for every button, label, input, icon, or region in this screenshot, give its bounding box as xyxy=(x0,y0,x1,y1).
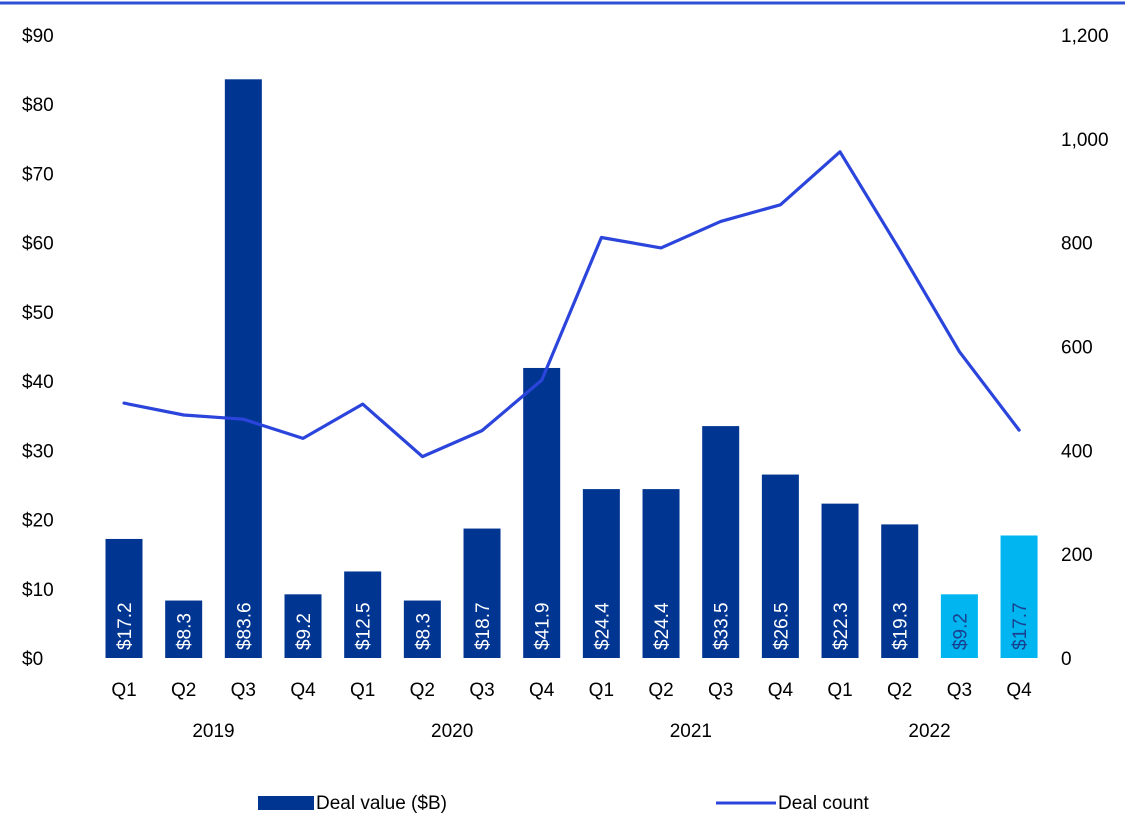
left-tick-label: $40 xyxy=(22,372,54,393)
category-label: Q3 xyxy=(231,680,256,701)
bar-data-label: $24.4 xyxy=(652,602,673,650)
bar-data-label: $8.3 xyxy=(413,613,434,650)
right-tick-label: 600 xyxy=(1061,338,1093,359)
left-tick-label: $20 xyxy=(22,511,54,532)
category-label: Q2 xyxy=(648,680,673,701)
category-label: Q2 xyxy=(887,680,912,701)
legend-bar-swatch xyxy=(258,796,314,810)
legend: Deal value ($B) Deal count xyxy=(258,793,870,814)
bar-data-label: $17.7 xyxy=(1010,602,1031,650)
left-tick-label: $50 xyxy=(22,303,54,324)
year-label: 2021 xyxy=(670,721,712,742)
left-tick-label: $90 xyxy=(22,26,54,47)
category-label: Q2 xyxy=(171,680,196,701)
bar xyxy=(523,367,561,658)
bar xyxy=(344,571,382,658)
x-axis: Q1 Q2 Q3 Q4 Q1 Q2 Q3 Q4 Q1 Q2 Q3 Q4 Q1 Q2 Q3 Q4 2019 2020… xyxy=(111,680,1032,742)
bar xyxy=(1000,535,1038,658)
category-label: Q4 xyxy=(1006,680,1032,701)
category-label: Q4 xyxy=(290,680,316,701)
category-label: Q3 xyxy=(947,680,972,701)
legend-bar-label: Deal value ($B) xyxy=(316,793,447,814)
category-label: Q1 xyxy=(827,680,852,701)
category-label: Q2 xyxy=(410,680,435,701)
bar xyxy=(582,489,620,658)
bar-data-label: $17.2 xyxy=(115,602,136,650)
left-tick-label: $30 xyxy=(22,441,54,462)
bar xyxy=(761,474,799,658)
right-tick-label: 200 xyxy=(1061,545,1093,566)
bar xyxy=(702,426,740,658)
right-tick-label: 400 xyxy=(1061,441,1093,462)
bar-data-label: $9.2 xyxy=(950,613,971,650)
bar-data-label: $12.5 xyxy=(354,602,375,650)
bar-data-label: $26.5 xyxy=(771,602,792,650)
bar-series: $17.2 $8.3 $83.6 $9.2 $12.5 $8.3 $18.7 $41.9 $24… xyxy=(105,79,1038,658)
left-tick-label: $10 xyxy=(22,580,54,601)
right-tick-label: 800 xyxy=(1061,234,1093,255)
bar xyxy=(284,594,322,658)
left-tick-label: $70 xyxy=(22,164,54,185)
category-label: Q3 xyxy=(469,680,494,701)
category-label: Q3 xyxy=(708,680,733,701)
bar xyxy=(881,524,919,658)
legend-line-label: Deal count xyxy=(778,793,870,814)
right-tick-label: 1,000 xyxy=(1061,130,1109,151)
left-tick-label: $80 xyxy=(22,95,54,116)
bar xyxy=(642,489,680,658)
right-axis: 0 200 400 600 800 1,000 1,200 xyxy=(1061,26,1109,670)
year-label: 2020 xyxy=(431,721,473,742)
line-series xyxy=(122,150,1021,459)
left-axis: $0 $10 $20 $30 $40 $50 $60 $70 $80 $90 xyxy=(22,26,54,670)
category-label: Q4 xyxy=(529,680,555,701)
bar-data-label: $22.3 xyxy=(831,602,852,650)
bar-data-label: $83.6 xyxy=(234,602,255,650)
bar-data-label: $8.3 xyxy=(175,613,196,650)
right-tick-label: 1,200 xyxy=(1061,26,1109,47)
bar xyxy=(940,594,978,658)
left-tick-label: $0 xyxy=(22,649,43,670)
year-label: 2019 xyxy=(192,721,234,742)
category-label: Q1 xyxy=(350,680,375,701)
bar-data-label: $19.3 xyxy=(891,602,912,650)
bar-data-label: $9.2 xyxy=(294,613,315,650)
bar-data-label: $33.5 xyxy=(712,602,733,650)
bar xyxy=(463,528,501,658)
bar xyxy=(165,600,203,658)
deal-count-line xyxy=(122,150,1021,459)
category-label: Q1 xyxy=(111,680,136,701)
bar xyxy=(821,503,859,658)
category-label: Q1 xyxy=(589,680,614,701)
bar-data-label: $18.7 xyxy=(473,602,494,650)
bar-data-label: $24.4 xyxy=(592,602,613,650)
bar-data-label: $41.9 xyxy=(533,602,554,650)
bar xyxy=(403,600,441,658)
category-label: Q4 xyxy=(768,680,794,701)
bar xyxy=(224,79,262,658)
bar xyxy=(105,538,143,658)
left-tick-label: $60 xyxy=(22,234,54,255)
year-label: 2022 xyxy=(908,721,950,742)
right-tick-label: 0 xyxy=(1061,649,1072,670)
